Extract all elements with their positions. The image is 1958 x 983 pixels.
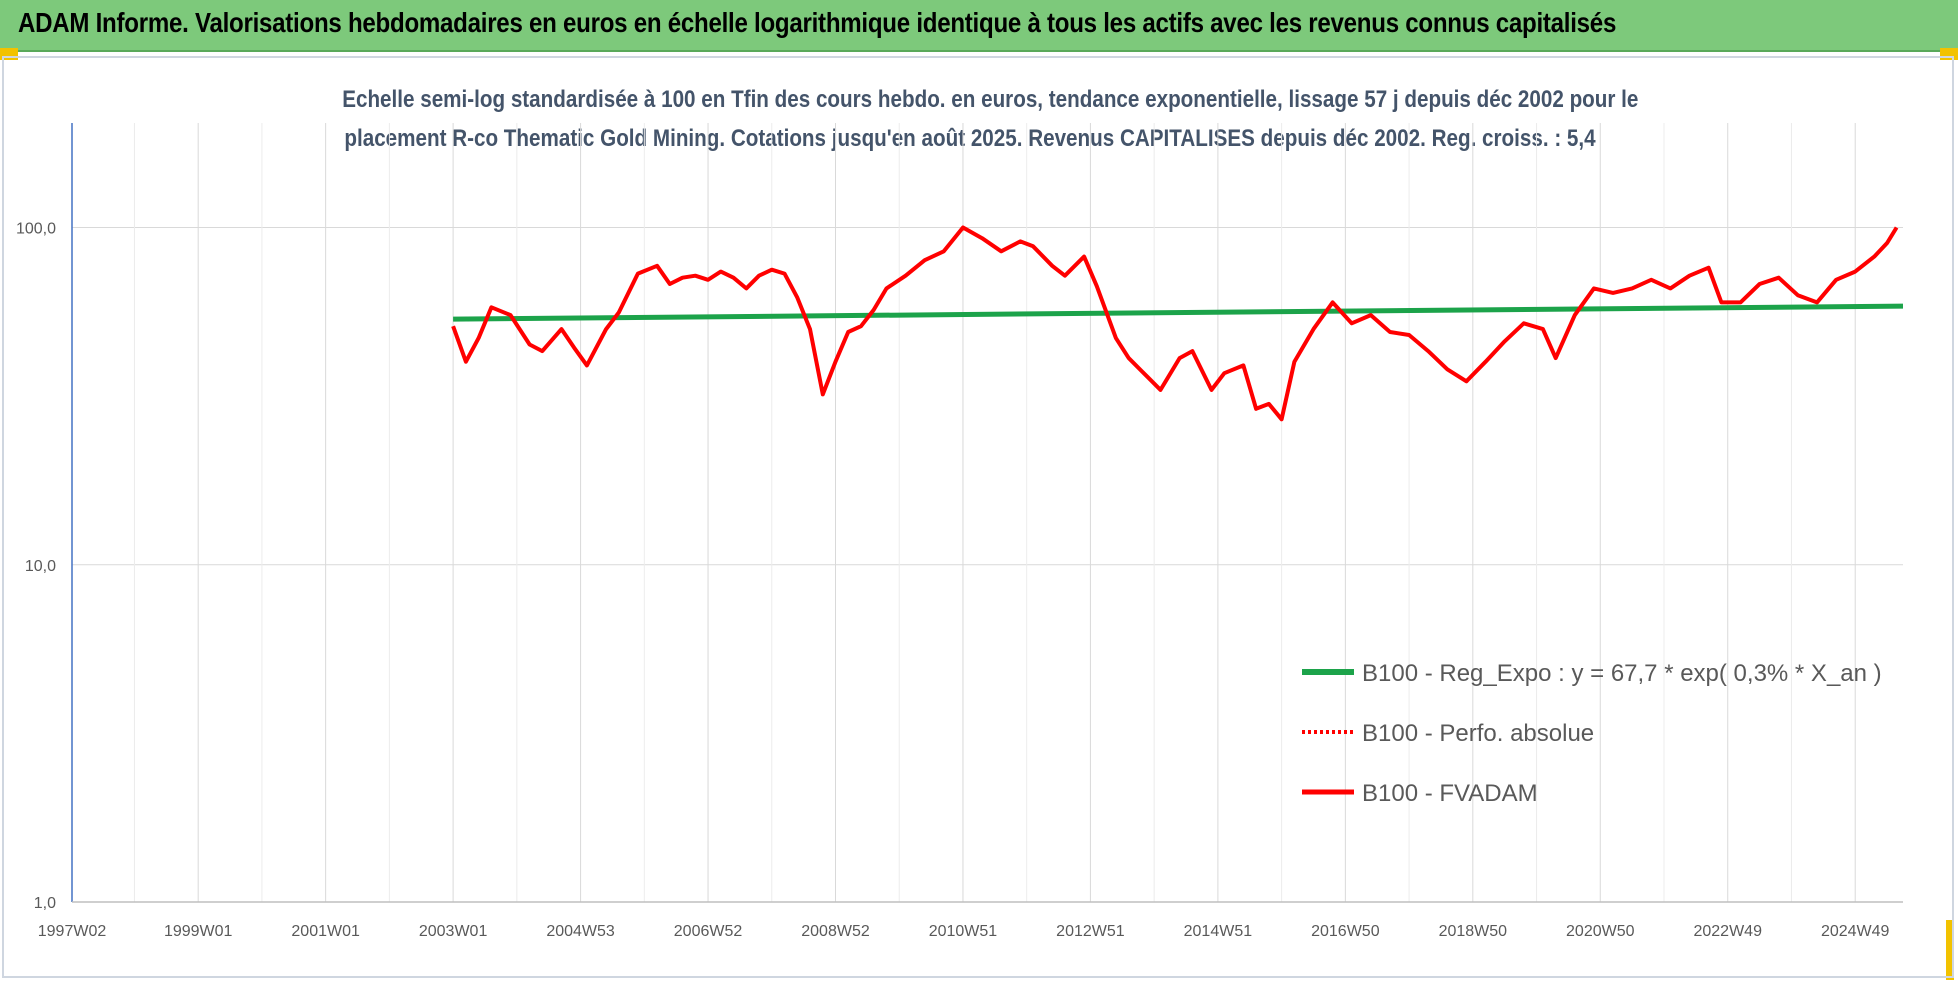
- x-tick-label: 1999W01: [164, 923, 233, 940]
- legend-label: B100 - FVADAM: [1362, 780, 1538, 807]
- page-title: ADAM Informe. Valorisations hebdomadaire…: [18, 7, 1617, 38]
- legend: B100 - Reg_Expo : y = 67,7 * exp( 0,3% *…: [1302, 660, 1882, 807]
- corner-marker-bottom-right: [1946, 920, 1954, 980]
- chart-title-line-2: placement R-co Thematic Gold Mining. Cot…: [344, 125, 1596, 152]
- x-tick-label: 2008W52: [801, 923, 870, 940]
- x-tick-label: 1997W02: [38, 923, 107, 940]
- x-tick-label: 2020W50: [1566, 923, 1635, 940]
- x-tick-label: 2018W50: [1439, 923, 1508, 940]
- trend-line: [453, 303, 1904, 322]
- legend-label: B100 - Reg_Expo : y = 67,7 * exp( 0,3% *…: [1362, 660, 1882, 687]
- y-tick-label: 1,0: [34, 895, 56, 912]
- x-tick-label: 2006W52: [674, 923, 743, 940]
- x-tick-label: 2022W49: [1693, 923, 1762, 940]
- x-tick-label: 2016W50: [1311, 923, 1380, 940]
- header-banner: ADAM Informe. Valorisations hebdomadaire…: [0, 0, 1958, 52]
- x-tick-label: 2004W53: [546, 923, 615, 940]
- x-tick-label: 2001W01: [291, 923, 360, 940]
- y-tick-label: 100,0: [16, 221, 56, 238]
- y-tick-label: 10,0: [25, 558, 56, 575]
- x-tick-label: 2003W01: [419, 923, 488, 940]
- legend-label: B100 - Perfo. absolue: [1362, 720, 1594, 747]
- x-tick-label: 2012W51: [1056, 923, 1125, 940]
- series-lines: [451, 225, 1904, 422]
- chart-frame: [2, 56, 1954, 978]
- grid-lines: [71, 123, 1903, 903]
- x-tick-label: 2010W51: [929, 923, 998, 940]
- chart-title-line-1: Echelle semi-log standardisée à 100 en T…: [342, 86, 1639, 113]
- axes: 100,0 10,0 1,0 1997W02 1999W01 2001W01 2003W01…: [16, 123, 1903, 940]
- x-tick-label: 2024W49: [1821, 923, 1890, 940]
- x-tick-label: 2014W51: [1184, 923, 1253, 940]
- fvadam-line: [451, 225, 1899, 422]
